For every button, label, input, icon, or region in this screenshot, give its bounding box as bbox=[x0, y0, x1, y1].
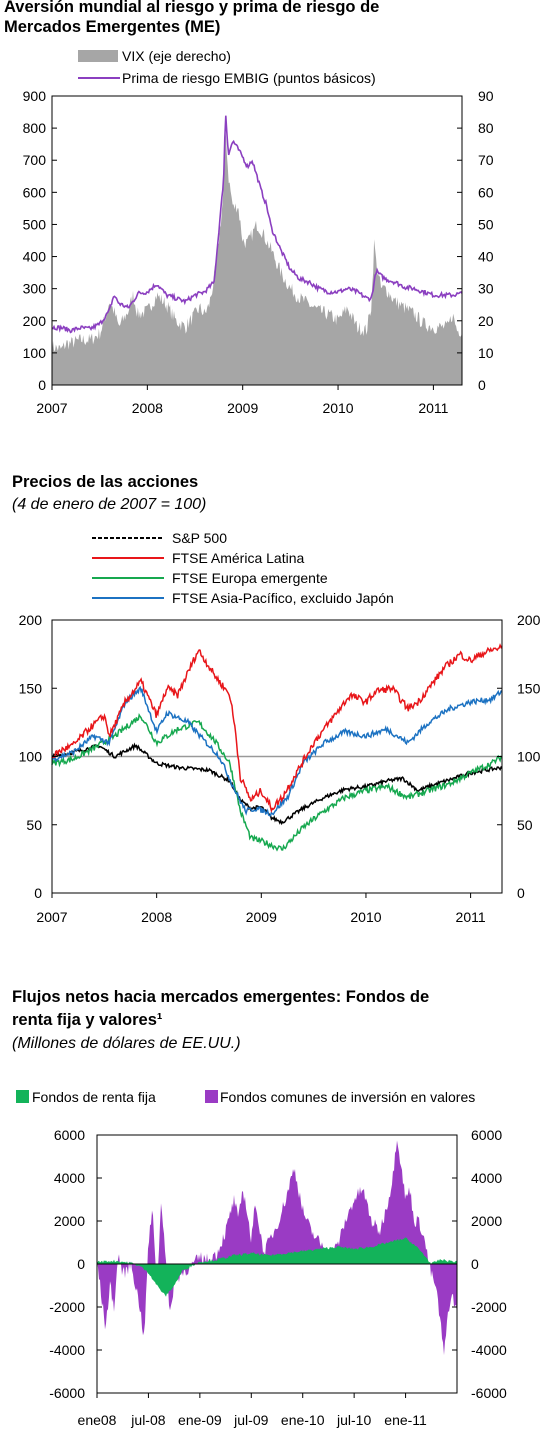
series-equity-funds-area bbox=[97, 1140, 457, 1356]
y-right-tick-label: 0 bbox=[517, 885, 525, 901]
chart1-title-line2: Mercados Emergentes (ME) bbox=[4, 18, 221, 36]
y-right-tick-label: 0 bbox=[478, 377, 486, 393]
y-left-tick-label: 300 bbox=[23, 281, 47, 297]
y-right-tick-label: 30 bbox=[478, 281, 494, 297]
series-latam-line bbox=[51, 643, 503, 814]
y-right-tick-label: 20 bbox=[478, 313, 494, 329]
y-right-tick-label: -2000 bbox=[471, 1299, 507, 1315]
chart3-subtitle: (Millones de dólares de EE.UU.) bbox=[12, 1035, 241, 1052]
x-tick-label: 2010 bbox=[350, 909, 381, 925]
legend-label-latam: FTSE América Latina bbox=[172, 550, 304, 566]
legend-label-europe: FTSE Europa emergente bbox=[172, 570, 328, 586]
y-right-tick-label: 6000 bbox=[471, 1127, 502, 1143]
y-right-tick-label: 50 bbox=[478, 216, 494, 232]
chart1-risk-aversion: VIX (eje derecho) Prima de riesgo EMBIG (… bbox=[23, 48, 494, 416]
x-tick-label: 2011 bbox=[418, 400, 448, 416]
y-right-tick-label: 2000 bbox=[471, 1213, 502, 1229]
y-right-tick-label: 0 bbox=[471, 1256, 479, 1272]
y-left-tick-label: -4000 bbox=[49, 1342, 85, 1358]
x-tick-label: ene-11 bbox=[384, 1412, 427, 1428]
x-tick-label: 2009 bbox=[246, 909, 277, 925]
y-left-tick-label: 100 bbox=[19, 749, 43, 765]
y-left-tick-label: 600 bbox=[23, 184, 47, 200]
chart2-subtitle: (4 de enero de 2007 = 100) bbox=[12, 496, 207, 513]
x-tick-label: 2009 bbox=[227, 400, 258, 416]
y-right-tick-label: 200 bbox=[517, 612, 541, 628]
x-tick-label: 2008 bbox=[141, 909, 172, 925]
y-left-tick-label: 100 bbox=[23, 345, 47, 361]
legend-label-sp500: S&P 500 bbox=[172, 530, 227, 546]
y-right-tick-label: -4000 bbox=[471, 1342, 507, 1358]
y-left-tick-label: 500 bbox=[23, 216, 47, 232]
x-tick-label: jul-09 bbox=[233, 1412, 268, 1428]
y-left-tick-label: 50 bbox=[26, 817, 42, 833]
x-tick-label: 2007 bbox=[36, 400, 67, 416]
y-left-tick-label: 0 bbox=[77, 1256, 85, 1272]
y-left-tick-label: 6000 bbox=[54, 1127, 85, 1143]
y-left-tick-label: 0 bbox=[34, 885, 42, 901]
y-left-tick-label: -2000 bbox=[49, 1299, 85, 1315]
y-left-tick-label: -6000 bbox=[49, 1385, 85, 1401]
legend-swatch-vix bbox=[78, 50, 118, 62]
y-left-tick-label: 800 bbox=[23, 120, 47, 136]
y-left-tick-label: 0 bbox=[38, 377, 46, 393]
y-right-tick-label: 90 bbox=[478, 88, 494, 104]
y-right-tick-label: 80 bbox=[478, 120, 494, 136]
y-left-tick-label: 150 bbox=[19, 680, 43, 696]
series-bond-funds-area bbox=[97, 1237, 457, 1297]
y-left-tick-label: 700 bbox=[23, 152, 47, 168]
chart3-net-flows: Fondos de renta fija Fondos comunes de in… bbox=[16, 1089, 507, 1428]
x-tick-label: 2010 bbox=[322, 400, 353, 416]
legend-swatch-bond-funds bbox=[16, 1090, 29, 1103]
y-right-tick-label: 60 bbox=[478, 184, 494, 200]
y-right-tick-label: 10 bbox=[478, 345, 494, 361]
y-right-tick-label: 70 bbox=[478, 152, 494, 168]
series-sp500-line bbox=[51, 742, 503, 826]
series-vix-area bbox=[52, 132, 462, 385]
y-left-tick-label: 200 bbox=[23, 313, 47, 329]
y-left-tick-label: 4000 bbox=[54, 1170, 85, 1186]
x-tick-label: ene08 bbox=[78, 1412, 117, 1428]
y-right-tick-label: 100 bbox=[517, 749, 541, 765]
legend-label-asia: FTSE Asia-Pacífico, excluido Japón bbox=[172, 590, 394, 606]
x-tick-label: jul-10 bbox=[336, 1412, 371, 1428]
y-left-tick-label: 200 bbox=[19, 612, 43, 628]
y-right-tick-label: 50 bbox=[517, 817, 533, 833]
x-tick-label: 2011 bbox=[456, 909, 486, 925]
legend-label-vix: VIX (eje derecho) bbox=[122, 48, 231, 64]
legend-label-embig: Prima de riesgo EMBIG (puntos básicos) bbox=[122, 70, 376, 86]
y-right-tick-label: 40 bbox=[478, 249, 494, 265]
y-left-tick-label: 2000 bbox=[54, 1213, 85, 1229]
chart3-title-line2: renta fija y valores¹ bbox=[12, 1011, 163, 1029]
y-right-tick-label: 4000 bbox=[471, 1170, 502, 1186]
chart1-title-line1: Aversión mundial al riesgo y prima de ri… bbox=[4, 0, 380, 16]
chart3-title-line1: Flujos netos hacia mercados emergentes: … bbox=[12, 988, 430, 1006]
chart2-stock-prices: S&P 500 FTSE América Latina FTSE Europa em… bbox=[19, 530, 541, 925]
plot-frame bbox=[51, 95, 463, 386]
y-left-tick-label: 400 bbox=[23, 249, 47, 265]
series-europe-line bbox=[51, 712, 503, 852]
y-right-tick-label: 150 bbox=[517, 680, 541, 696]
y-left-tick-label: 900 bbox=[23, 88, 47, 104]
chart2-title: Precios de las acciones bbox=[12, 473, 199, 491]
x-tick-label: ene-09 bbox=[178, 1412, 222, 1428]
y-right-tick-label: -6000 bbox=[471, 1385, 507, 1401]
legend-label-equity-funds: Fondos comunes de inversión en valores bbox=[220, 1089, 475, 1105]
x-tick-label: 2008 bbox=[132, 400, 163, 416]
series-embig-line bbox=[51, 115, 463, 334]
x-tick-label: ene-10 bbox=[281, 1412, 325, 1428]
series-asia-line bbox=[51, 685, 503, 817]
x-tick-label: jul-08 bbox=[130, 1412, 165, 1428]
legend-label-bond-funds: Fondos de renta fija bbox=[32, 1089, 156, 1105]
x-tick-label: 2007 bbox=[36, 909, 67, 925]
legend-swatch-equity-funds bbox=[205, 1090, 218, 1103]
